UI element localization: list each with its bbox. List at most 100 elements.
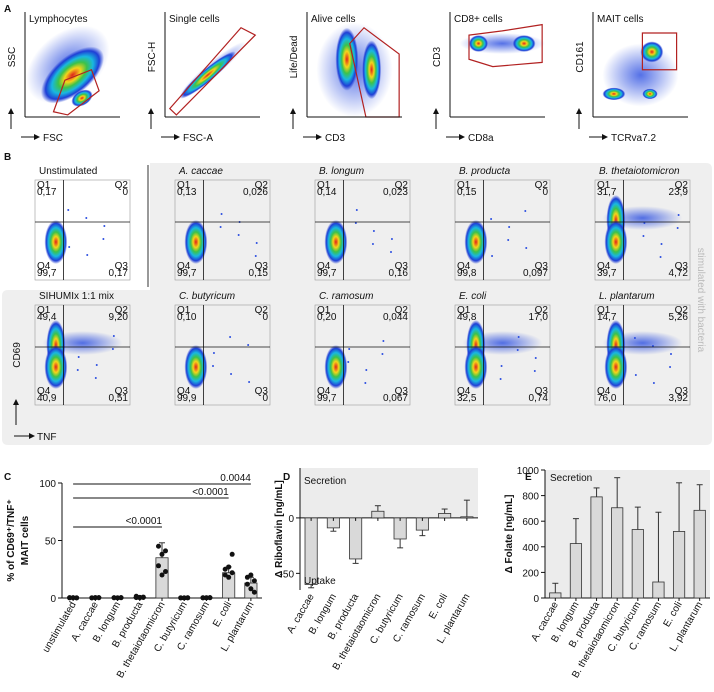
density-cloud (40, 46, 105, 104)
density-cloud (464, 220, 488, 264)
y-axis-label: % of CD69⁺/TNF⁺ (6, 499, 17, 581)
density-cloud (464, 345, 488, 389)
density-cloud (335, 27, 359, 91)
x-axis-label: CD8a (468, 133, 494, 144)
gate (52, 68, 100, 116)
plot-frame (454, 179, 551, 281)
quadrant-value: 9,20 (109, 312, 129, 323)
quadrant-value: 49,8 (457, 312, 477, 323)
density-cloud (512, 35, 536, 52)
quadrant-label: Q4 (37, 261, 51, 272)
replicate-dot (244, 581, 250, 587)
y-tick-label: 0 (533, 594, 539, 605)
quadrant-label: Q1 (37, 180, 51, 191)
quadrant-value: 5,26 (669, 312, 689, 323)
x-tick-label: E. coli (211, 600, 234, 629)
event-dot (525, 247, 528, 249)
y-tick-label: 0 (288, 514, 294, 525)
replicate-dot (156, 563, 161, 569)
replicate-dot (185, 595, 191, 601)
replicate-dot (92, 595, 98, 601)
quadrant-label: Q3 (395, 261, 409, 272)
event-dot (112, 335, 115, 337)
event-dot (219, 226, 222, 228)
replicate-dot (229, 551, 235, 557)
y-tick-label: 200 (522, 568, 539, 579)
quadrant-label: Q1 (457, 305, 471, 316)
density-cloud (469, 35, 488, 52)
quadrant-label: Q1 (317, 305, 331, 316)
quadrant-value: 0,14 (317, 187, 337, 198)
quadrant-value: 99,7 (177, 268, 197, 279)
event-dot (634, 374, 637, 376)
quadrant-label: Q2 (675, 180, 689, 191)
event-dot (677, 214, 680, 216)
quadrant-value: 39,7 (597, 268, 617, 279)
replicate-dot (251, 578, 257, 584)
quadrant-value: 3,92 (669, 393, 689, 404)
quadrant-label: Q2 (675, 305, 689, 316)
secretion-area (300, 468, 478, 518)
quadrant-value: 0,10 (177, 312, 197, 323)
event-dot (355, 209, 358, 211)
event-dot (390, 238, 393, 240)
event-dot (491, 255, 494, 257)
quadrant-value: 0,20 (317, 312, 337, 323)
panel-label: D (283, 472, 290, 483)
x-axis-label: FSC (43, 133, 63, 144)
density-cloud (44, 220, 68, 264)
event-dot (85, 217, 88, 219)
event-dot (660, 243, 663, 245)
density-cloud (640, 41, 664, 63)
event-dot (390, 251, 392, 253)
quadrant-label: Q3 (255, 261, 269, 272)
quadrant-label: Q3 (675, 261, 689, 272)
plot-frame (314, 304, 411, 406)
y-tick-label: 100 (39, 479, 56, 490)
event-dot (95, 364, 98, 366)
annotation: Secretion (304, 476, 346, 487)
y-axis-label: SSC (7, 47, 18, 68)
event-dot (111, 348, 114, 350)
bar (549, 592, 562, 599)
density-cloud (602, 87, 626, 101)
quadrant-value: 99,9 (177, 393, 197, 404)
plot-frame (314, 179, 411, 281)
event-dot (651, 345, 654, 347)
quadrant-value: 0,15 (249, 268, 269, 279)
replicate-dot (251, 589, 257, 595)
density-cloud (324, 220, 348, 264)
event-dot (212, 365, 214, 367)
quadrant-label: Q4 (177, 261, 191, 272)
event-dot (237, 234, 240, 236)
event-dot (669, 366, 672, 368)
annotation: Uptake (304, 576, 336, 587)
density-cloud (44, 345, 68, 389)
replicate-dot (178, 595, 184, 601)
bar (371, 510, 385, 519)
quadrant-label: Q1 (597, 180, 611, 191)
bar (304, 517, 318, 585)
y-tick-label: 600 (522, 517, 539, 528)
replicate-dot (226, 574, 232, 580)
quadrant-label: Q4 (597, 261, 611, 272)
event-dot (508, 226, 511, 228)
event-dot (642, 235, 645, 237)
replicate-dot (181, 595, 187, 601)
bar (349, 517, 363, 560)
annotation: Secretion (550, 473, 592, 484)
quadrant-value: 0,044 (383, 312, 408, 323)
x-axis-label: CD3 (325, 133, 345, 144)
gate (468, 23, 543, 68)
bar (631, 529, 644, 599)
replicate-dot (118, 595, 124, 601)
quadrant-label: Q2 (255, 180, 269, 191)
replicate-dot (159, 572, 165, 578)
side-label: stimulated with bacteria (695, 248, 706, 353)
plot-title: SIHUMIx 1:1 mix (39, 291, 114, 302)
x-axis-label: TNF (37, 432, 56, 443)
density-cloud (642, 88, 658, 100)
replicate-dot (115, 595, 121, 601)
bar (590, 496, 603, 599)
replicate-dot (74, 595, 80, 601)
